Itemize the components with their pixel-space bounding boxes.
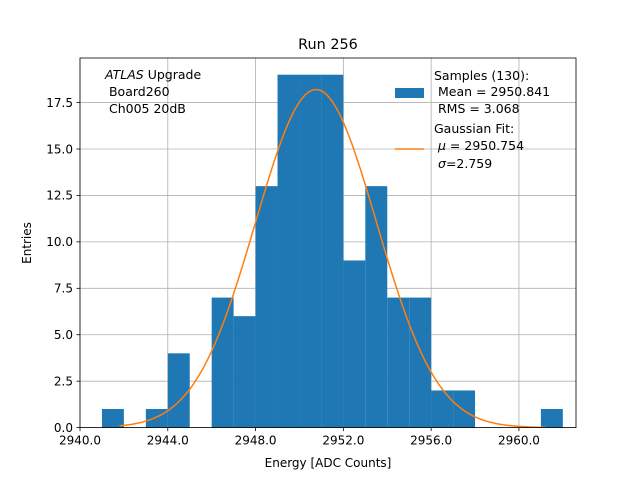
legend-sigma-value: =2.759	[446, 156, 492, 171]
legend-fit-sigma: σ=2.759	[438, 156, 492, 171]
x-tick-label: 2948.0	[235, 434, 277, 448]
x-tick-label: 2940.0	[59, 434, 101, 448]
y-tick-label: 7.5	[54, 282, 73, 296]
y-axis-label: Entries	[20, 222, 34, 264]
x-axis-label: Energy [ADC Counts]	[265, 456, 392, 470]
annotation-upgrade: Upgrade	[144, 67, 202, 82]
histogram-bar	[343, 260, 366, 428]
run-annotation: ATLAS Upgrade Board260 Ch005 20dB	[104, 67, 201, 116]
legend-fit-mu: μ = 2950.754	[437, 138, 524, 153]
annotation-board: Board260	[105, 84, 170, 99]
x-tick-label: 2952.0	[322, 434, 364, 448]
histogram-bar	[409, 297, 432, 428]
chart-title: Run 256	[298, 37, 358, 53]
x-tick-label: 2960.0	[498, 434, 540, 448]
histogram-bar	[540, 409, 563, 428]
histogram-bar	[387, 297, 410, 428]
plot-frame	[79, 57, 577, 429]
gaussian-fit-curve	[119, 88, 546, 429]
y-tick-label: 17.5	[46, 96, 73, 110]
legend-mu-symbol: μ	[437, 138, 446, 153]
histogram-bar	[255, 186, 278, 428]
legend-rms-label: RMS = 3.068	[434, 101, 520, 116]
annotation-line-1: ATLAS Upgrade	[104, 67, 201, 82]
legend-fit-title: Gaussian Fit:	[434, 121, 514, 136]
histogram-bar	[453, 390, 476, 428]
legend-mu-value: = 2950.754	[446, 138, 524, 153]
histogram-bar	[101, 409, 124, 428]
legend-sigma-symbol: σ	[438, 156, 447, 171]
legend-histogram-swatch	[395, 88, 424, 98]
histogram-bar	[431, 390, 454, 428]
y-tick-label: 2.5	[54, 374, 73, 388]
histogram-bar	[145, 409, 168, 428]
legend-mean-label: Mean = 2950.841	[434, 84, 550, 99]
histogram-bars	[101, 74, 563, 428]
histogram-bar	[211, 297, 234, 428]
annotation-atlas: ATLAS	[104, 67, 144, 82]
x-axis: 2940.0 2944.0 2948.0 2952.0 2956.0 2960.0	[59, 427, 540, 448]
histogram-bar	[299, 74, 322, 428]
legend: Samples (130): Mean = 2950.841 RMS = 3.0…	[395, 68, 550, 171]
y-tick-label: 12.5	[46, 189, 73, 203]
x-tick-label: 2956.0	[410, 434, 452, 448]
histogram-bar	[277, 74, 300, 428]
annotation-channel: Ch005 20dB	[105, 101, 186, 116]
x-tick-label: 2944.0	[147, 434, 189, 448]
histogram-bar	[233, 316, 256, 428]
histogram-bar	[321, 74, 344, 428]
y-tick-label: 15.0	[46, 142, 73, 156]
y-axis: 0.0 2.5 5.0 7.5 10.0 12.5 15.0 17.5	[46, 96, 80, 435]
y-tick-label: 10.0	[46, 235, 73, 249]
histogram-bar	[167, 353, 190, 428]
y-tick-label: 0.0	[54, 421, 73, 435]
y-tick-label: 5.0	[54, 328, 73, 342]
legend-samples-label: Samples (130):	[434, 68, 529, 83]
histogram-bar	[365, 186, 388, 428]
